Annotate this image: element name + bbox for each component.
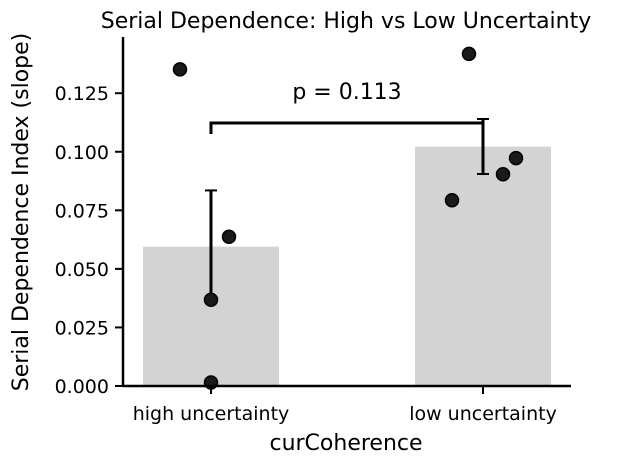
chart-title: Serial Dependence: High vs Low Uncertain… — [101, 9, 592, 34]
data-point — [203, 292, 219, 308]
axes: 0.000 0.025 0.050 0.075 0.100 0.125 high uncer… — [55, 37, 571, 425]
significance-bracket: p = 0.113 — [209, 80, 485, 134]
y-tick-label: 0.025 — [55, 317, 109, 339]
data-point — [461, 46, 477, 62]
x-axis-label: curCoherence — [269, 431, 422, 456]
y-tick-label: 0.075 — [55, 200, 109, 222]
p-value-label: p = 0.113 — [292, 80, 401, 105]
data-point — [221, 229, 237, 245]
data-point — [508, 150, 524, 166]
x-tick-label: high uncertainty — [133, 403, 290, 425]
y-axis-label: Serial Dependence Index (slope) — [9, 33, 34, 392]
bracket-line — [209, 121, 485, 134]
y-tick-label: 0.125 — [55, 83, 109, 105]
data-point — [444, 193, 460, 208]
y-tick-label: 0.000 — [55, 376, 109, 398]
data-point — [495, 167, 511, 182]
y-tick-label: 0.100 — [55, 142, 109, 164]
data-point — [172, 62, 188, 77]
plot-area: p = 0.113 — [123, 46, 571, 390]
x-tick-label: low uncertainty — [409, 403, 557, 425]
bar-1 — [415, 146, 551, 386]
y-tick-label: 0.050 — [55, 259, 109, 281]
